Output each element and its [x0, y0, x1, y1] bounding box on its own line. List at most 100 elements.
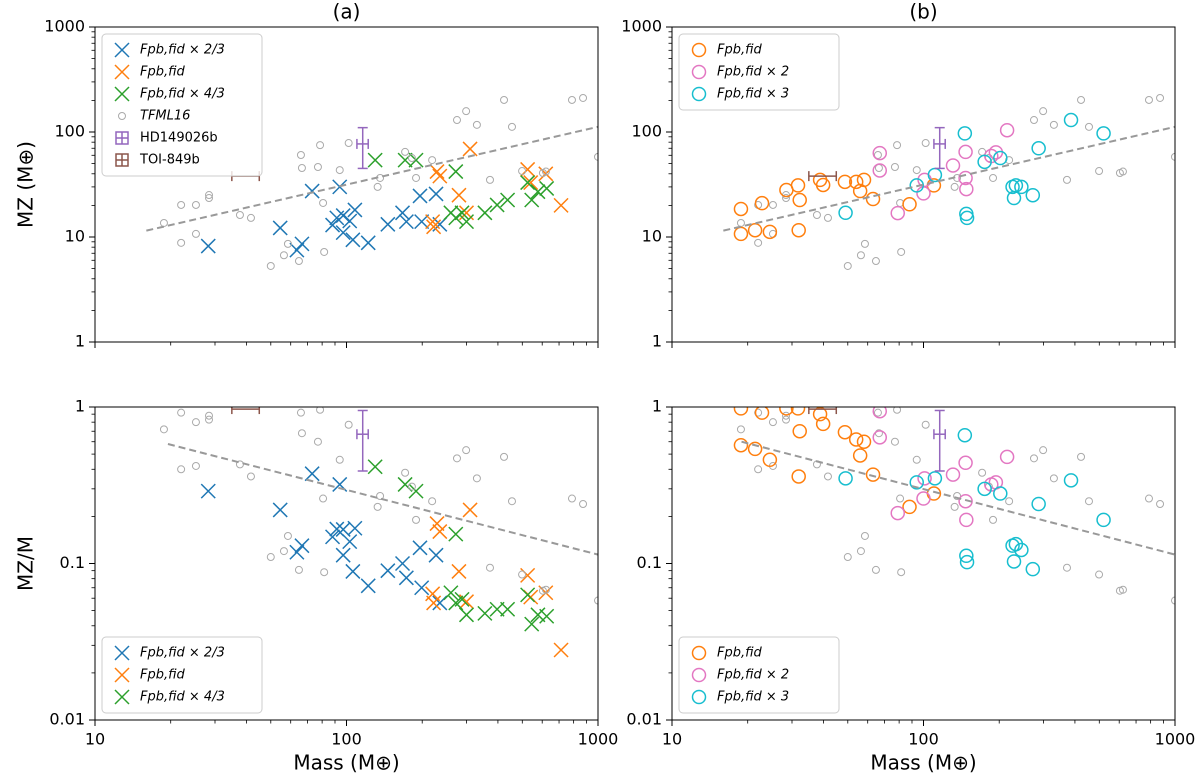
- x-marker: [114, 86, 130, 102]
- dot-marker: [754, 408, 763, 417]
- circle-marker: [790, 407, 806, 416]
- x-marker: [200, 483, 216, 499]
- dot-marker: [897, 568, 906, 577]
- y-tick-label: 100: [631, 122, 662, 141]
- axes-frame: [94, 26, 599, 343]
- dot-marker: [1049, 474, 1058, 483]
- dot-marker: [283, 531, 292, 540]
- dot-marker: [1005, 497, 1014, 506]
- dot-marker: [401, 147, 410, 156]
- dot-marker: [320, 247, 329, 256]
- x-marker: [114, 689, 130, 705]
- circle-marker: [958, 455, 973, 471]
- dot-marker: [191, 200, 200, 209]
- legend-label: Fpb,fid × 2/3: [140, 43, 225, 58]
- x-marker: [342, 213, 358, 229]
- circle-marker: [1008, 178, 1024, 193]
- circle-marker: [977, 481, 992, 497]
- dot-marker: [313, 437, 322, 446]
- panel-title: (b): [909, 0, 937, 24]
- dot-marker: [401, 468, 410, 477]
- circle-marker: [959, 181, 974, 197]
- dot-marker: [950, 502, 959, 511]
- circle-marker: [691, 42, 707, 58]
- x-marker: [335, 208, 351, 224]
- x-marker: [500, 192, 516, 208]
- dot-marker: [978, 468, 987, 477]
- panel-title: (a): [333, 0, 361, 24]
- dot-marker: [507, 122, 516, 131]
- x-marker: [524, 616, 540, 632]
- dot-marker: [1095, 570, 1104, 579]
- circle-marker: [792, 192, 807, 208]
- dot-marker: [1095, 167, 1104, 176]
- legend-label: Fpb,fid × 2: [717, 65, 789, 80]
- circle-marker: [1096, 512, 1111, 528]
- legend: Fpb,fid × 2/3 Fpb,fid Fpb,fid × 4/3 TFML16 H…: [101, 33, 263, 177]
- x-marker: [454, 205, 470, 221]
- x-marker: [408, 483, 424, 499]
- y-tick-label: 10: [65, 227, 85, 246]
- circle-marker: [852, 448, 868, 463]
- circle-marker: [916, 186, 931, 201]
- dot-marker: [736, 218, 745, 227]
- circle-marker: [958, 493, 973, 509]
- x-axis-label: Mass (M⊕): [870, 751, 976, 775]
- dot-marker: [452, 454, 461, 463]
- x-marker: [443, 585, 459, 601]
- dot-marker: [871, 257, 880, 266]
- circle-marker: [872, 407, 888, 419]
- panel: 1 10 100 1000 (b) Fpb,fid Fpb,fid × 2 Fpb,fid ×…: [621, 0, 1176, 351]
- x-marker: [454, 591, 470, 607]
- dot-marker: [452, 116, 461, 125]
- x-marker: [448, 164, 464, 180]
- x-marker: [412, 540, 428, 556]
- x-marker: [335, 547, 351, 563]
- dot-marker: [1084, 122, 1093, 131]
- dot-marker: [1156, 93, 1165, 102]
- x-marker: [408, 152, 424, 168]
- circle-marker: [856, 434, 872, 449]
- legend-swatch: [116, 132, 128, 144]
- dot-marker: [373, 182, 382, 191]
- plot-area: [159, 407, 598, 658]
- dot-marker: [472, 474, 481, 483]
- circle-marker: [977, 154, 992, 170]
- dot-marker: [896, 494, 905, 503]
- dot-marker: [873, 408, 882, 417]
- dot-marker: [856, 547, 865, 556]
- dot-marker: [541, 585, 550, 594]
- dot-marker: [191, 229, 200, 238]
- circle-marker: [791, 469, 806, 484]
- x-marker: [335, 225, 351, 241]
- dot-marker: [782, 411, 791, 420]
- dot-marker: [376, 491, 385, 500]
- dot-marker: [1077, 452, 1086, 461]
- dot-marker: [159, 425, 168, 434]
- x-marker: [530, 184, 546, 200]
- dot-marker: [266, 553, 275, 562]
- dot-marker: [294, 257, 303, 266]
- dot-marker: [594, 596, 598, 605]
- dot-marker: [518, 570, 527, 579]
- dot-marker: [462, 107, 471, 116]
- legend-swatch: [116, 154, 128, 166]
- circle-marker: [999, 449, 1015, 465]
- dot-marker: [485, 175, 494, 184]
- circle-marker: [1063, 112, 1079, 128]
- x-marker: [458, 214, 475, 230]
- circle-marker: [917, 471, 932, 486]
- circle-marker: [927, 471, 943, 486]
- x-marker: [462, 141, 478, 157]
- circle-marker: [812, 407, 828, 422]
- dot-marker: [823, 472, 832, 481]
- trend-line: [741, 440, 1175, 556]
- dot-marker: [118, 112, 126, 120]
- legend-box: [678, 33, 840, 111]
- y-tick-label: 0.01: [49, 710, 85, 729]
- circle-marker: [848, 432, 864, 447]
- y-tick-label: 1: [652, 332, 662, 351]
- dot-marker: [205, 415, 214, 424]
- x-marker: [520, 567, 536, 583]
- y-tick-label: 0.01: [626, 710, 662, 729]
